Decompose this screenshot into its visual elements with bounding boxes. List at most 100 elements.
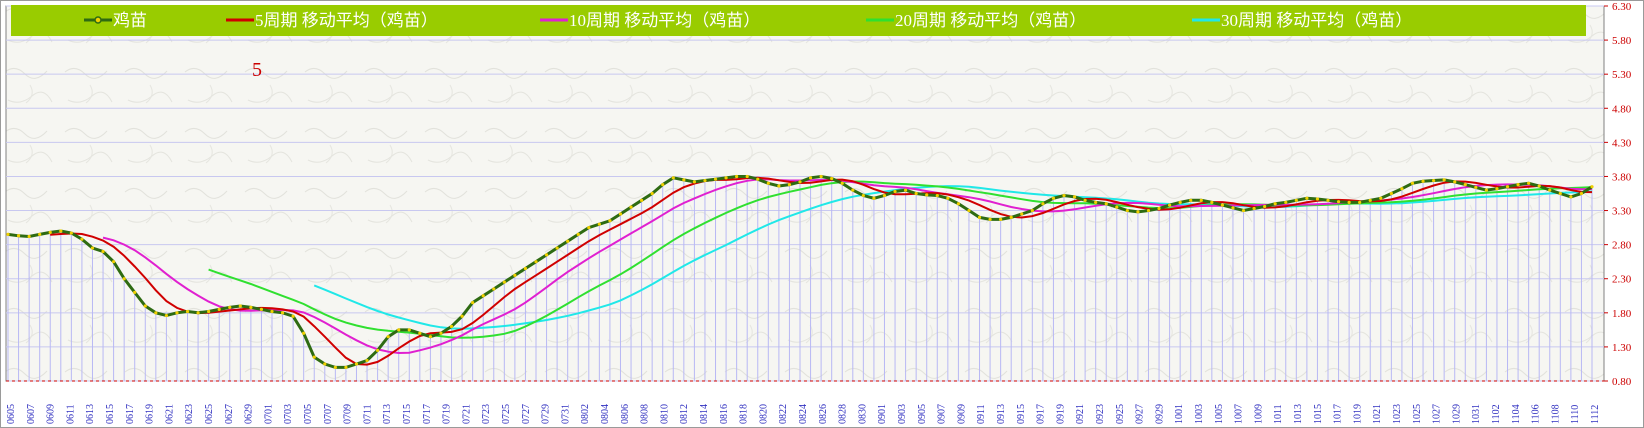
x-tick-label: 0913: [996, 404, 1007, 424]
x-tick-label: 0725: [501, 404, 512, 424]
x-tick-label: 1108: [1550, 404, 1561, 424]
data-point: [523, 266, 528, 271]
data-point: [703, 178, 707, 183]
data-point: [217, 307, 221, 312]
data-point: [671, 176, 675, 180]
x-tick-label: 1104: [1511, 404, 1522, 424]
x-tick-label: 0822: [778, 404, 789, 424]
data-point: [576, 232, 580, 237]
y-tick-label: 5.80: [1612, 35, 1632, 47]
y-tick-label: 4.80: [1612, 103, 1632, 115]
data-point: [1336, 200, 1341, 204]
y-axis: 0.80 1.30 1.80 2.30 2.80 3.30 3.80 4.30 4.80 5.30…: [1604, 1, 1632, 388]
data-point: [1189, 198, 1193, 202]
data-point: [1030, 208, 1034, 213]
data-point: [840, 181, 844, 185]
legend-label: 20周期 移动平均（鸡苗）: [895, 11, 1086, 30]
y-tick-label: 6.30: [1612, 1, 1632, 13]
y-tick-label: 1.30: [1612, 342, 1632, 354]
data-point: [1273, 202, 1277, 206]
x-axis: 0605 0607 0609 0611 0613 0615 0617 0619 0621 0623…: [6, 380, 1604, 424]
data-point: [207, 309, 211, 314]
data-point: [1178, 200, 1182, 204]
data-point: [1009, 215, 1013, 219]
data-point: [1474, 185, 1478, 189]
y-tick-label: 2.80: [1612, 240, 1632, 252]
x-tick-label: 0717: [422, 404, 433, 424]
data-point: [101, 249, 105, 254]
data-point: [1379, 196, 1383, 200]
data-point: [629, 205, 633, 209]
data-point: [904, 188, 908, 192]
data-point: [661, 183, 665, 187]
legend-background: [11, 5, 1586, 36]
legend-label: 鸡苗: [113, 11, 147, 30]
data-point: [1516, 183, 1520, 187]
data-point: [397, 328, 401, 332]
data-point: [1326, 198, 1330, 202]
data-point: [914, 191, 918, 196]
data-point: [365, 358, 369, 363]
data-point: [935, 193, 939, 198]
x-tick-label: 1025: [1412, 404, 1423, 424]
x-tick-label: 0605: [6, 404, 17, 424]
data-point: [1094, 200, 1098, 204]
data-point: [1558, 191, 1562, 196]
y-tick-label: 3.30: [1612, 206, 1632, 218]
legend-label: 10周期 移动平均（鸡苗）: [569, 11, 760, 30]
data-point: [1125, 208, 1129, 213]
data-point: [449, 324, 454, 329]
x-tick-label: 0901: [877, 404, 888, 424]
x-tick-label: 0715: [402, 404, 413, 424]
x-tick-label: 0615: [105, 404, 116, 424]
data-point: [302, 331, 306, 335]
data-point: [1220, 203, 1224, 207]
x-tick-label: 0621: [164, 404, 175, 424]
y-tick-label: 1.80: [1612, 308, 1632, 320]
data-point: [544, 253, 549, 257]
data-point: [259, 307, 264, 312]
x-tick-label: 0929: [1154, 404, 1165, 424]
x-tick-label: 0810: [659, 404, 670, 424]
data-point: [249, 305, 253, 309]
data-point: [1041, 202, 1045, 206]
data-point: [1505, 185, 1510, 189]
data-point: [38, 232, 42, 237]
data-point: [376, 348, 380, 352]
data-point: [185, 309, 190, 314]
data-point: [1231, 206, 1235, 210]
data-point: [735, 174, 739, 179]
x-tick-label: 0925: [1115, 404, 1126, 424]
x-tick-label: 0617: [125, 404, 136, 424]
x-tick-label: 1003: [1194, 404, 1205, 424]
data-point: [1146, 208, 1151, 213]
data-point: [112, 260, 116, 264]
data-point: [1241, 208, 1246, 213]
x-tick-label: 1021: [1372, 404, 1383, 424]
data-point: [851, 188, 855, 192]
data-point: [460, 314, 464, 318]
data-point: [80, 237, 84, 241]
x-tick-label: 1019: [1352, 404, 1363, 424]
x-tick-label: 1007: [1234, 404, 1245, 424]
data-point: [133, 290, 137, 294]
data-point: [492, 287, 496, 291]
x-tick-label: 0804: [600, 404, 611, 424]
drop-lines-layer: [7, 176, 1593, 381]
data-point: [175, 311, 179, 315]
x-tick-label: 0806: [620, 404, 631, 424]
data-point: [407, 328, 411, 332]
plot-area: [5, 5, 1605, 382]
data-point: [608, 219, 612, 223]
data-point: [1210, 200, 1214, 204]
data-point: [587, 225, 591, 230]
data-point: [16, 234, 21, 238]
data-point: [291, 314, 295, 318]
data-point: [154, 311, 158, 315]
data-point: [956, 202, 961, 206]
x-tick-label: 0629: [244, 404, 255, 424]
x-tick-label: 0923: [1095, 404, 1106, 424]
x-tick-label: 1009: [1253, 404, 1264, 424]
data-point: [1410, 181, 1415, 185]
data-point: [1083, 198, 1087, 202]
